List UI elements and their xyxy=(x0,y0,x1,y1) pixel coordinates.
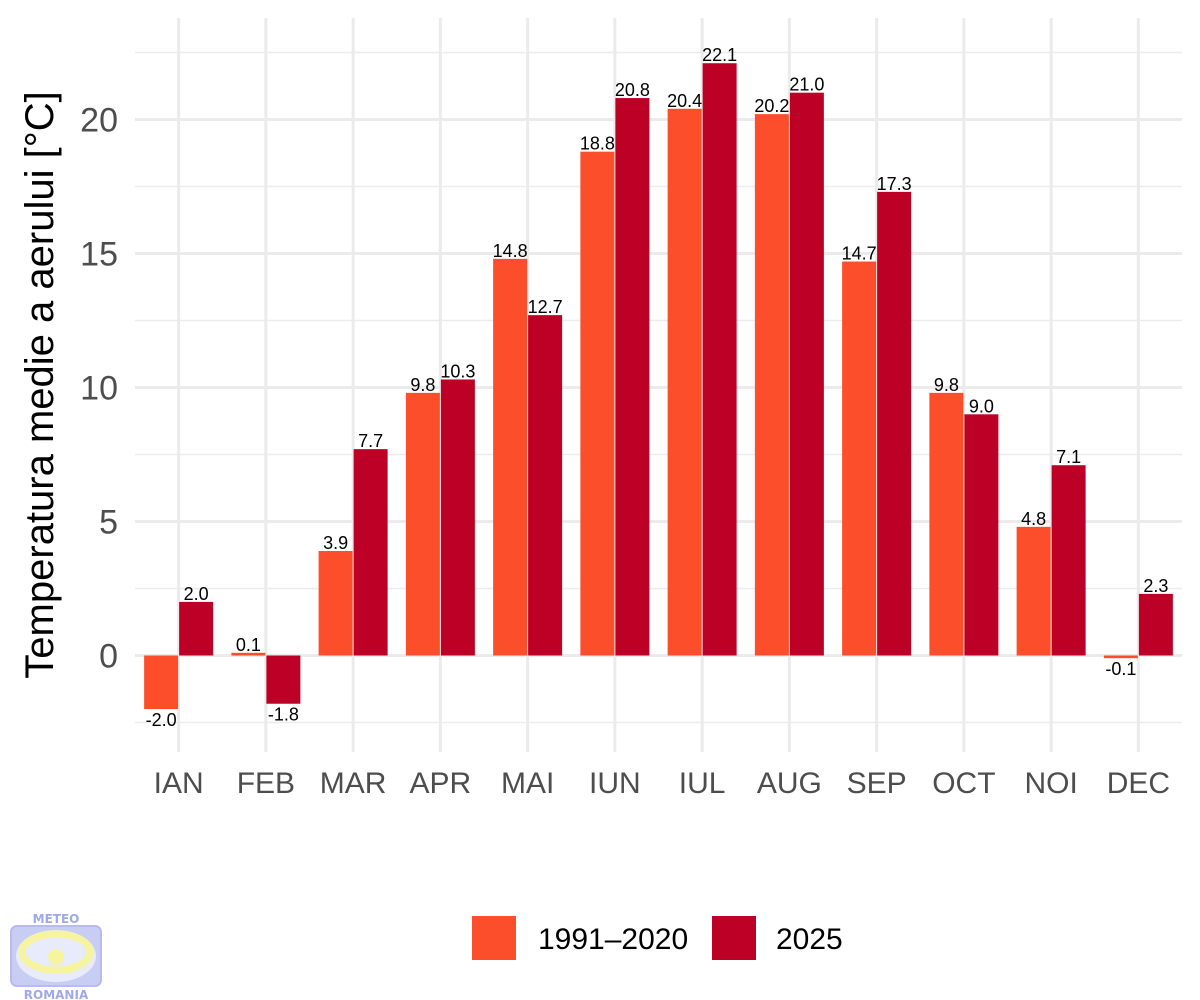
major-gridlines xyxy=(135,18,1182,752)
data-label: 2.3 xyxy=(1143,576,1168,596)
data-label: 4.8 xyxy=(1021,509,1046,529)
x-tick-label: OCT xyxy=(932,767,995,800)
data-labels: -2.0 0.1 3.9 9.8 14.8 18.8 20.4 20.2 14.7 9.8 4.8 -… xyxy=(146,45,1169,730)
legend-label-2025: 2025 xyxy=(776,923,843,956)
x-tick-label: MAR xyxy=(320,767,387,800)
logo-bottom-text: ROMANIA xyxy=(24,988,89,1000)
data-label: 17.3 xyxy=(877,174,912,194)
data-label: -1.8 xyxy=(268,705,299,725)
bar-normal-ian xyxy=(144,655,179,710)
bar-normal-mai xyxy=(493,258,528,656)
data-label: 14.8 xyxy=(493,241,528,261)
bar-2025-feb xyxy=(266,655,301,704)
data-label: 10.3 xyxy=(440,361,475,381)
bar-2025-iun xyxy=(615,98,650,656)
bar-2025-noi xyxy=(1051,465,1086,656)
bars xyxy=(144,63,1173,710)
bar-normal-apr xyxy=(405,392,440,656)
bar-2025-aug xyxy=(789,92,824,656)
bar-2025-dec xyxy=(1138,593,1173,656)
logo-top-text: METEO xyxy=(33,912,80,926)
bar-2025-iul xyxy=(702,63,737,656)
data-label: -2.0 xyxy=(146,710,177,730)
data-label: 20.4 xyxy=(667,91,702,111)
data-label: 20.8 xyxy=(615,80,650,100)
bar-2025-mar xyxy=(353,449,388,656)
y-axis-title: Temperatura medie a aerului [°C] xyxy=(18,91,62,678)
x-tick-label: AUG xyxy=(757,767,822,800)
bar-normal-feb xyxy=(231,652,266,656)
bar-normal-iun xyxy=(580,151,615,656)
meteo-romania-logo: METEO ROMANIA xyxy=(10,912,102,1000)
bar-normal-iul xyxy=(667,108,702,656)
x-tick-label: MAI xyxy=(501,767,554,800)
bar-normal-sep xyxy=(842,261,877,656)
bar-normal-oct xyxy=(929,392,964,656)
legend-swatch-2025 xyxy=(712,916,756,960)
data-label: 2.0 xyxy=(184,584,209,604)
y-tick-label: 0 xyxy=(99,638,118,676)
y-tick-label: 5 xyxy=(99,504,118,542)
data-label: 9.8 xyxy=(934,375,959,395)
data-label: -0.1 xyxy=(1105,659,1136,679)
bar-normal-dec xyxy=(1103,655,1138,659)
bar-normal-aug xyxy=(754,114,789,656)
bar-2025-sep xyxy=(877,191,912,656)
data-label: 22.1 xyxy=(702,45,737,65)
data-label: 9.8 xyxy=(410,375,435,395)
data-label: 7.1 xyxy=(1056,447,1081,467)
bar-2025-mai xyxy=(528,315,563,656)
y-tick-label: 15 xyxy=(80,236,118,274)
data-label: 14.7 xyxy=(842,244,877,264)
x-tick-label: IUN xyxy=(589,767,641,800)
x-tick-label: APR xyxy=(410,767,472,800)
data-label: 20.2 xyxy=(754,96,789,116)
legend-label-1991-2020: 1991–2020 xyxy=(538,923,688,956)
x-tick-label: IUL xyxy=(679,767,726,800)
bar-normal-noi xyxy=(1016,526,1051,656)
minor-gridlines xyxy=(135,51,1182,724)
y-tick-label: 10 xyxy=(80,370,118,408)
x-tick-label: FEB xyxy=(237,767,295,800)
x-tick-label: SEP xyxy=(847,767,907,800)
legend: 1991–2020 2025 xyxy=(472,916,843,960)
y-axis-ticks: 0 5 10 15 20 xyxy=(80,102,118,676)
data-label: 12.7 xyxy=(528,297,563,317)
y-tick-label: 20 xyxy=(80,102,118,140)
bar-2025-oct xyxy=(964,414,999,656)
data-label: 18.8 xyxy=(580,134,615,154)
data-label: 21.0 xyxy=(789,75,824,95)
data-label: 7.7 xyxy=(358,431,383,451)
bar-2025-apr xyxy=(440,379,475,656)
x-tick-label: NOI xyxy=(1024,767,1077,800)
data-label: 3.9 xyxy=(323,533,348,553)
x-axis-ticks: IAN FEB MAR APR MAI IUN IUL AUG SEP OCT NOI DEC xyxy=(154,767,1170,800)
data-label: 0.1 xyxy=(236,635,261,655)
x-tick-label: IAN xyxy=(154,767,204,800)
bar-normal-mar xyxy=(318,550,353,656)
bar-2025-ian xyxy=(179,601,214,656)
data-label: 9.0 xyxy=(969,396,994,416)
legend-swatch-1991-2020 xyxy=(472,916,516,960)
x-tick-label: DEC xyxy=(1107,767,1170,800)
